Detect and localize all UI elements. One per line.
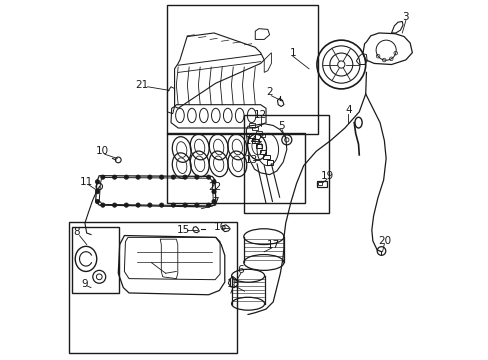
Circle shape [101, 175, 105, 179]
Text: 17: 17 [266, 239, 279, 249]
Text: 10: 10 [95, 146, 108, 156]
Circle shape [112, 203, 117, 207]
Bar [167, 5, 317, 134]
Circle shape [95, 199, 100, 204]
Circle shape [147, 203, 152, 207]
Text: 13: 13 [244, 155, 258, 165]
Text: 4: 4 [345, 105, 351, 115]
Circle shape [124, 175, 128, 179]
Text: 6: 6 [237, 265, 244, 275]
Circle shape [211, 199, 216, 204]
Circle shape [183, 203, 187, 207]
Circle shape [211, 189, 216, 194]
Text: 7: 7 [212, 197, 219, 207]
Circle shape [112, 175, 117, 179]
Bar [72, 226, 119, 293]
Bar [255, 144, 262, 148]
Bar [263, 155, 269, 159]
Text: 11: 11 [79, 177, 92, 187]
Bar [255, 131, 261, 134]
Bar [259, 134, 265, 137]
Text: 3: 3 [402, 12, 408, 22]
Text: 8: 8 [74, 227, 80, 237]
Circle shape [159, 175, 163, 179]
Circle shape [194, 175, 199, 179]
Circle shape [101, 203, 105, 207]
Text: 12: 12 [253, 111, 267, 121]
Bar [69, 222, 236, 353]
Text: 22: 22 [208, 182, 221, 192]
Text: 9: 9 [81, 279, 88, 289]
Bar [167, 133, 305, 203]
Circle shape [206, 203, 210, 207]
Bar [248, 134, 255, 138]
Text: 19: 19 [320, 171, 333, 181]
Circle shape [171, 203, 175, 207]
Circle shape [147, 175, 152, 179]
Text: 5: 5 [277, 121, 284, 131]
Circle shape [124, 203, 128, 207]
Text: 1: 1 [289, 48, 296, 58]
Text: 18: 18 [226, 279, 240, 289]
Bar [318, 182, 321, 185]
Circle shape [211, 180, 216, 184]
Text: 16: 16 [213, 222, 226, 232]
Bar [259, 149, 265, 154]
Circle shape [136, 175, 140, 179]
Bar [248, 123, 254, 127]
Bar [244, 115, 328, 213]
Circle shape [206, 175, 210, 179]
Bar [252, 127, 258, 130]
Text: 2: 2 [266, 87, 272, 97]
Circle shape [136, 203, 140, 207]
Circle shape [194, 203, 199, 207]
Circle shape [95, 189, 100, 194]
Circle shape [171, 175, 175, 179]
Circle shape [159, 203, 163, 207]
Circle shape [95, 180, 100, 184]
Bar [266, 160, 273, 165]
Circle shape [183, 175, 187, 179]
Bar [317, 181, 326, 187]
Text: 21: 21 [135, 80, 149, 90]
Text: 14: 14 [244, 136, 258, 145]
Bar [252, 139, 258, 143]
Text: 20: 20 [377, 236, 390, 246]
Text: 15: 15 [177, 225, 190, 235]
